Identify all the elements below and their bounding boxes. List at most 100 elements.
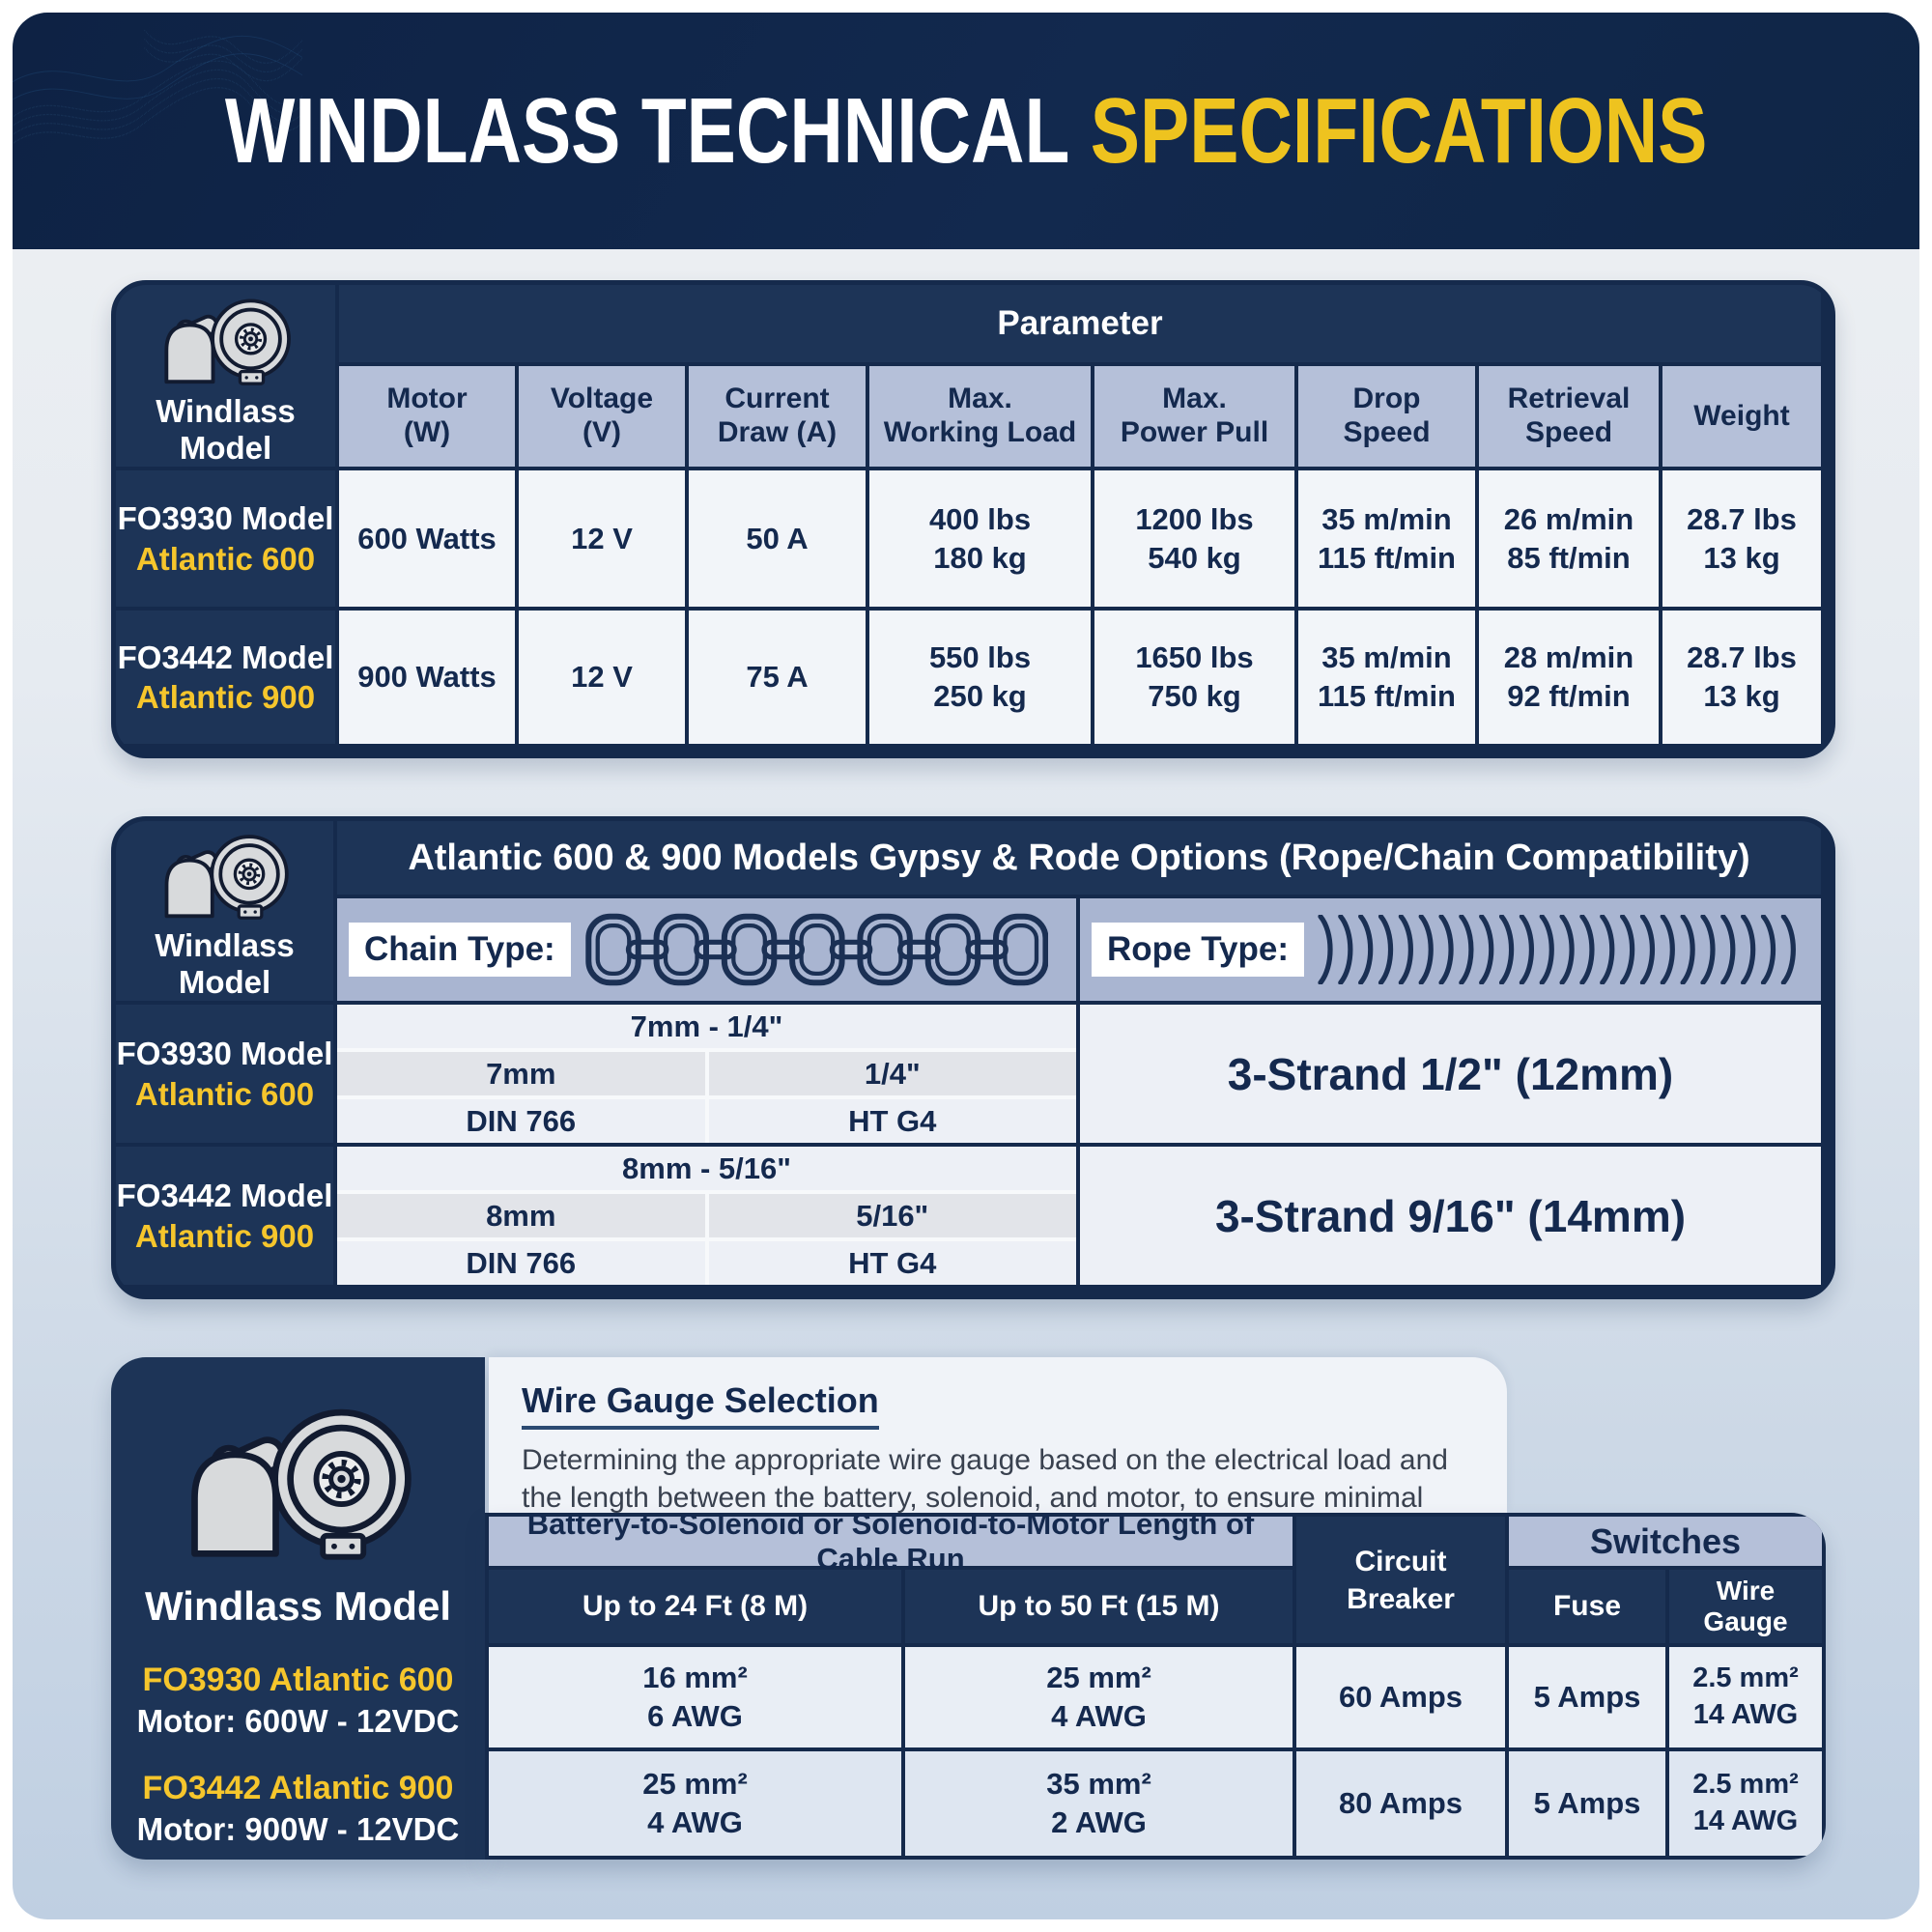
spec-row-model: FO3442 Model Atlantic 900 — [116, 611, 335, 744]
wire-gauge-heading: Wire Gauge Selection — [522, 1380, 879, 1430]
rode-row-model: FO3442 Model Atlantic 900 — [116, 1147, 333, 1285]
rode-table-title: Atlantic 600 & 900 Models Gypsy & Rode O… — [337, 821, 1821, 895]
spec-table: Windlass Model Parameter Motor (W) Volta… — [111, 280, 1835, 758]
infographic-canvas: WINDLASS TECHNICAL SPECIFICATIONS Windla… — [13, 13, 1919, 1919]
wire-table-corner: Windlass Model FO3930 Atlantic 600 Motor… — [111, 1357, 485, 1860]
windlass-icon — [177, 1384, 420, 1564]
chain-icon — [584, 908, 1048, 991]
wire-value-fuse: 5 Amps — [1509, 1647, 1665, 1747]
rode-row-model: FO3930 Model Atlantic 600 — [116, 1005, 333, 1143]
wire-gauge-description-box: Wire Gauge Selection Determining the app… — [489, 1357, 1507, 1551]
wire-gauge-col-header: Wire Gauge — [1669, 1570, 1822, 1643]
col-24ft-header: Up to 24 Ft (8 M) — [489, 1570, 901, 1643]
chain-size-row: 7mm 1/4" — [337, 1052, 1076, 1095]
spec-col-current: Current Draw (A) — [689, 366, 866, 467]
model-series: Atlantic 600 — [135, 540, 316, 577]
wire-grid: Battery-to-Solenoid or Solenoid-to-Motor… — [485, 1513, 1826, 1860]
spec-col-voltage: Voltage (V) — [519, 366, 685, 467]
chain-size-row: 8mm 5/16" — [337, 1194, 1076, 1237]
rope-type-label: Rope Type: — [1092, 923, 1304, 977]
windlass-icon — [134, 285, 318, 387]
chain-standard-imperial: HT G4 — [708, 1099, 1076, 1143]
spec-col-retrieval-speed: Retrieval Speed — [1479, 366, 1659, 467]
wire-row-model: FO3442 Atlantic 900 Motor: 900W - 12VDC — [111, 1767, 485, 1851]
wire-value-fuse: 5 Amps — [1509, 1751, 1665, 1856]
chain-standard-metric: DIN 766 — [337, 1099, 705, 1143]
chain-standard-row: DIN 766 HT G4 — [337, 1241, 1076, 1285]
spec-value: 12 V — [519, 611, 685, 744]
page-title-white: WINDLASS TECHNICAL — [224, 78, 1070, 183]
switches-header: Switches — [1509, 1517, 1822, 1566]
spec-col-motor: Motor (W) — [339, 366, 515, 467]
spec-col-working-load: Max. Working Load — [869, 366, 1091, 467]
model-name: FO3442 Model — [116, 1178, 333, 1214]
chain-size-range: 7mm - 1/4" — [337, 1005, 1076, 1048]
chain-standard-imperial: HT G4 — [708, 1241, 1076, 1285]
spec-value: 28 m/min 92 ft/min — [1479, 611, 1659, 744]
spec-col-drop-speed: Drop Speed — [1298, 366, 1475, 467]
rode-table-corner: Windlass Model — [116, 821, 333, 1001]
rope-spec: 3-Strand 1/2" (12mm) — [1080, 1005, 1821, 1143]
model-motor: Motor: 900W - 12VDC — [136, 1811, 460, 1848]
windlass-icon — [143, 821, 307, 922]
spec-col-power-pull: Max. Power Pull — [1094, 366, 1294, 467]
spec-col-weight: Weight — [1662, 366, 1821, 467]
chain-type-label: Chain Type: — [349, 923, 571, 977]
col-50ft-header: Up to 50 Ft (15 M) — [905, 1570, 1293, 1643]
spec-value: 26 m/min 85 ft/min — [1479, 470, 1659, 607]
rode-corner-label: Windlass Model — [155, 927, 295, 1000]
spec-value: 28.7 lbs 13 kg — [1662, 470, 1821, 607]
spec-value: 400 lbs 180 kg — [869, 470, 1091, 607]
fuse-header: Fuse — [1509, 1570, 1665, 1643]
circuit-breaker-header: Circuit Breaker — [1296, 1517, 1505, 1643]
chain-size-imperial: 5/16" — [708, 1194, 1076, 1237]
chain-standard-metric: DIN 766 — [337, 1241, 705, 1285]
rope-type-header: Rope Type: — [1080, 898, 1821, 1001]
model-series: Atlantic 900 — [134, 1217, 315, 1254]
model-series: Atlantic 900 — [135, 679, 316, 715]
model-name: FO3930 Atlantic 600 — [142, 1662, 454, 1698]
wire-value-24ft: 25 mm² 4 AWG — [489, 1751, 901, 1856]
wire-table: Windlass Model FO3930 Atlantic 600 Motor… — [111, 1357, 1826, 1860]
spec-value: 50 A — [689, 470, 866, 607]
spec-table-corner: Windlass Model — [116, 285, 335, 467]
model-name: FO3442 Atlantic 900 — [142, 1770, 454, 1806]
spec-corner-label: Windlass Model — [156, 393, 296, 466]
chain-size-metric: 8mm — [337, 1194, 705, 1237]
spec-value: 28.7 lbs 13 kg — [1662, 611, 1821, 744]
wire-value-breaker: 60 Amps — [1296, 1647, 1505, 1747]
chain-type-header: Chain Type: — [337, 898, 1076, 1001]
spec-value: 12 V — [519, 470, 685, 607]
spec-value: 35 m/min 115 ft/min — [1298, 611, 1475, 744]
spec-value: 1650 lbs 750 kg — [1094, 611, 1294, 744]
rope-spec: 3-Strand 9/16" (14mm) — [1080, 1147, 1821, 1285]
wire-value-50ft: 35 mm² 2 AWG — [905, 1751, 1293, 1856]
wire-value-24ft: 16 mm² 6 AWG — [489, 1647, 901, 1747]
cable-run-header: Battery-to-Solenoid or Solenoid-to-Motor… — [489, 1513, 1293, 1576]
chain-size-range: 8mm - 5/16" — [337, 1147, 1076, 1190]
spec-value: 900 Watts — [339, 611, 515, 744]
spec-value: 600 Watts — [339, 470, 515, 607]
spec-parameter-header: Parameter — [339, 285, 1821, 362]
rope-icon — [1318, 915, 1821, 984]
chain-size-metric: 7mm — [337, 1052, 705, 1095]
spec-value: 35 m/min 115 ft/min — [1298, 470, 1475, 607]
rode-table: Windlass Model Atlantic 600 & 900 Models… — [111, 816, 1835, 1299]
model-series: Atlantic 600 — [134, 1075, 315, 1112]
model-name: FO3442 Model — [117, 639, 334, 675]
wire-value-gauge: 2.5 mm² 14 AWG — [1669, 1647, 1822, 1747]
wire-value-breaker: 80 Amps — [1296, 1751, 1505, 1856]
spec-row-model: FO3930 Model Atlantic 600 — [116, 470, 335, 607]
wire-value-gauge: 2.5 mm² 14 AWG — [1669, 1751, 1822, 1856]
wire-row-model: FO3930 Atlantic 600 Motor: 600W - 12VDC — [111, 1659, 485, 1743]
wire-value-50ft: 25 mm² 4 AWG — [905, 1647, 1293, 1747]
wire-corner-label: Windlass Model — [145, 1583, 451, 1629]
spec-value: 75 A — [689, 611, 866, 744]
chain-options-group: 8mm - 5/16" 8mm 5/16" DIN 766 HT G4 — [337, 1147, 1076, 1285]
page-title-yellow: SPECIFICATIONS — [1090, 78, 1708, 183]
page-title: WINDLASS TECHNICAL SPECIFICATIONS — [225, 78, 1708, 185]
model-name: FO3930 Model — [117, 500, 334, 537]
spec-value: 1200 lbs 540 kg — [1094, 470, 1294, 607]
page-header: WINDLASS TECHNICAL SPECIFICATIONS — [13, 13, 1919, 249]
model-name: FO3930 Model — [116, 1036, 333, 1072]
